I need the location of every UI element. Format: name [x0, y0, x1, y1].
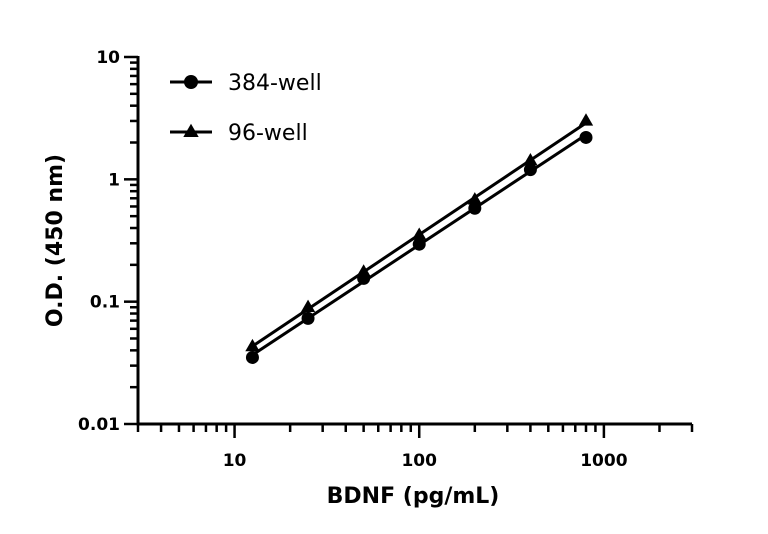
data-point — [579, 130, 593, 144]
data-point — [523, 153, 538, 166]
y-tick-label: 0.01 — [78, 415, 120, 435]
series-384-well — [245, 130, 593, 364]
legend-item: 384-well — [170, 71, 322, 96]
data-point — [301, 311, 315, 325]
y-tick-label: 1 — [108, 170, 120, 190]
data-point — [523, 163, 537, 177]
series-layer — [245, 113, 594, 364]
x-tick-label: 1000 — [580, 451, 627, 471]
legend-marker — [184, 75, 198, 89]
data-point — [300, 299, 316, 312]
legend-item: 96-well — [170, 121, 308, 146]
series-96-well — [245, 113, 594, 352]
data-point — [356, 264, 371, 277]
legend-label: 384-well — [228, 71, 322, 96]
data-point — [245, 338, 260, 352]
legend: 384-well 96-well — [170, 71, 322, 146]
x-axis-title: BDNF (pg/mL) — [327, 484, 500, 509]
data-point — [412, 237, 426, 251]
legend-label: 96-well — [228, 121, 308, 146]
data-point — [412, 227, 427, 240]
data-point — [468, 201, 482, 215]
y-tick-label: 10 — [96, 48, 120, 68]
y-axis-title: O.D. (450 nm) — [43, 154, 68, 327]
x-tick-label: 100 — [401, 451, 437, 471]
data-point — [578, 113, 594, 126]
x-tick-label: 10 — [223, 451, 247, 471]
axes: 10 100 1000 0.01 0.1 1 10 — [78, 48, 694, 471]
data-point — [245, 350, 259, 364]
y-tick-label: 0.1 — [90, 293, 120, 313]
data-point — [467, 192, 482, 205]
legend-marker — [183, 123, 199, 138]
